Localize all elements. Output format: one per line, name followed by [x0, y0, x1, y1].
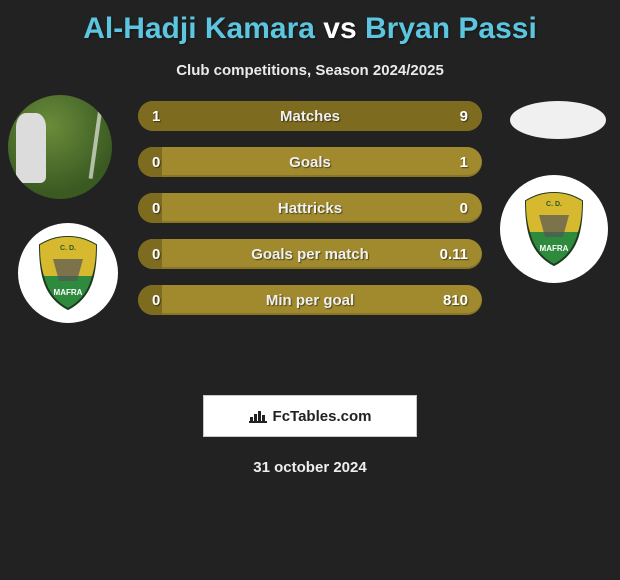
stat-label: Goals: [138, 147, 482, 177]
player2-name: Bryan Passi: [365, 12, 537, 45]
svg-text:MAFRA: MAFRA: [54, 288, 83, 297]
stat-row: 0Goals per match0.11: [138, 239, 482, 269]
page-title: Al-Hadji Kamara vs Bryan Passi: [0, 0, 620, 46]
stat-label: Goals per match: [138, 239, 482, 269]
footer-brand-box: FcTables.com: [203, 395, 417, 437]
stat-value-right: 1: [460, 147, 468, 177]
svg-text:C. D.: C. D.: [60, 245, 76, 252]
stat-row: 0Min per goal810: [138, 285, 482, 315]
stat-row: 0Hattricks0: [138, 193, 482, 223]
svg-text:C. D.: C. D.: [546, 201, 562, 208]
stat-label: Matches: [138, 101, 482, 131]
stat-row: 0Goals1: [138, 147, 482, 177]
vs-label: vs: [323, 12, 356, 45]
footer-date: 31 october 2024: [0, 459, 620, 476]
player1-name: Al-Hadji Kamara: [83, 12, 315, 45]
stat-rows: 1Matches90Goals10Hattricks00Goals per ma…: [138, 101, 482, 331]
bar-chart-icon: [249, 409, 267, 423]
player2-avatar: [510, 101, 606, 139]
brand-name: FcTables.com: [273, 408, 372, 425]
player1-avatar: [8, 95, 112, 199]
stats-area: MAFRA C. D. MAFRA C. D. 1Matches90Goals1…: [0, 115, 620, 385]
stat-value-right: 810: [443, 285, 468, 315]
shield-icon: MAFRA C. D.: [35, 235, 101, 311]
shield-icon: MAFRA C. D.: [521, 191, 587, 267]
player1-club-badge: MAFRA C. D.: [18, 223, 118, 323]
stat-value-right: 0: [460, 193, 468, 223]
stat-row: 1Matches9: [138, 101, 482, 131]
svg-text:MAFRA: MAFRA: [540, 244, 569, 253]
player2-club-badge: MAFRA C. D.: [500, 175, 608, 283]
stat-label: Min per goal: [138, 285, 482, 315]
stat-value-right: 0.11: [440, 239, 468, 269]
subtitle: Club competitions, Season 2024/2025: [0, 62, 620, 79]
stat-value-right: 9: [460, 101, 468, 131]
stat-label: Hattricks: [138, 193, 482, 223]
